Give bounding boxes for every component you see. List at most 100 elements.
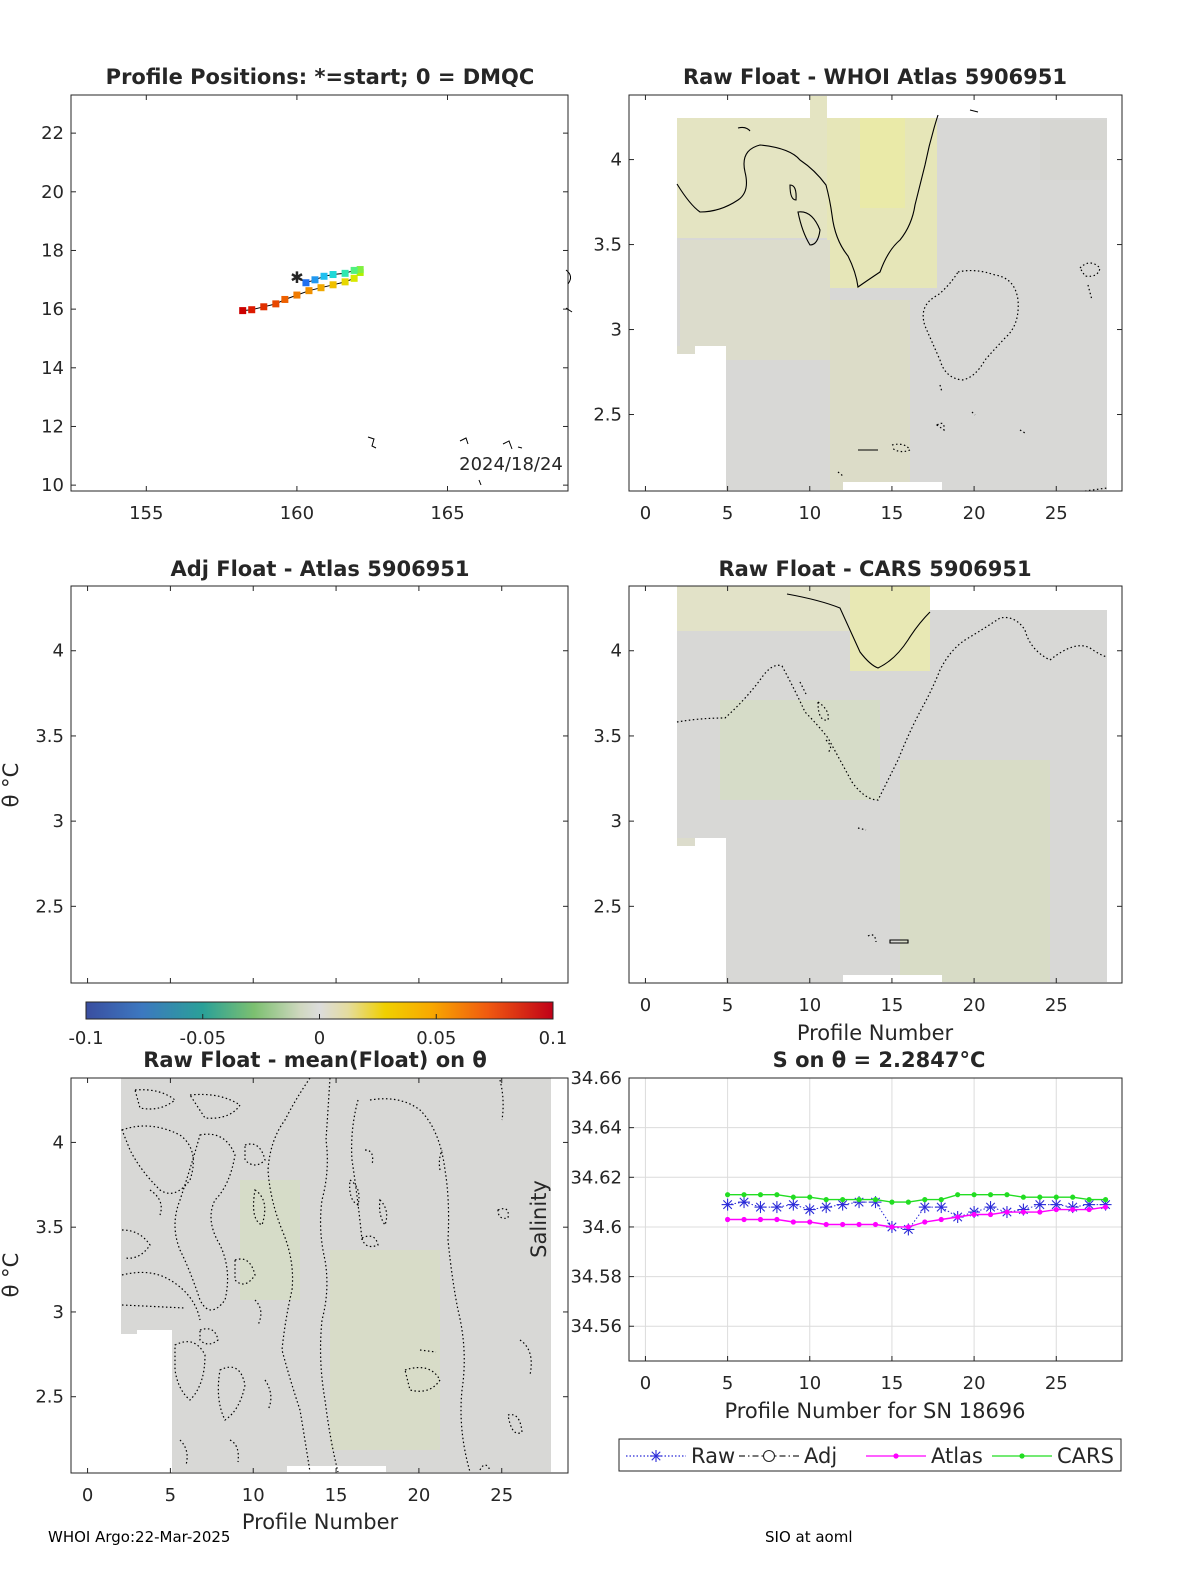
colorbar-tick-label: -0.05 xyxy=(179,1028,226,1049)
x-tick-label: 20 xyxy=(407,1485,430,1506)
y-tick-label: 2.5 xyxy=(593,896,622,917)
legend-label: Adj xyxy=(804,1444,837,1468)
x-tick-label: 20 xyxy=(963,503,986,524)
x-tick-label: 5 xyxy=(165,1485,176,1506)
point-cars xyxy=(790,1194,796,1200)
salinity-series xyxy=(721,1192,1112,1236)
raw-point-stroke xyxy=(1051,1199,1061,1210)
point-cars xyxy=(922,1197,928,1203)
point-atlas xyxy=(1004,1209,1010,1215)
track-point xyxy=(281,295,289,303)
map-date-label: 2024/18/24 xyxy=(459,454,563,475)
point-cars xyxy=(938,1197,944,1203)
point-atlas xyxy=(872,1221,879,1228)
salinity-legend: Raw Adj Atlas CARS xyxy=(618,1438,1122,1472)
point-atlas xyxy=(741,1216,747,1223)
raw-point xyxy=(770,1201,783,1214)
raw-point-stroke xyxy=(985,1202,996,1212)
mean-panel: Raw Float - mean(Float) on θ xyxy=(0,1048,569,1534)
x-tick-label: 15 xyxy=(880,503,903,524)
x-tick-label: 25 xyxy=(490,1485,513,1506)
point-cars xyxy=(1020,1194,1026,1200)
whoi-dotted-contours xyxy=(837,262,1108,492)
raw-point xyxy=(820,1201,833,1214)
map-ticks: 155 160 165 10 12 14 16 18 20 22 xyxy=(41,95,568,524)
point-cars xyxy=(774,1192,780,1198)
x-tick-label: 15 xyxy=(325,1485,348,1506)
track-point xyxy=(341,278,349,286)
point-atlas xyxy=(971,1211,977,1218)
raw-point-stroke xyxy=(838,1199,848,1210)
mean-xlabel: Profile Number xyxy=(242,1510,399,1534)
track-point xyxy=(356,266,364,274)
y-tick-label: 3 xyxy=(611,811,622,832)
raw-point-stroke xyxy=(805,1204,815,1215)
salinity-axes xyxy=(628,1077,1123,1362)
x-tick-label: 0 xyxy=(82,1485,93,1506)
legend-box xyxy=(618,1438,1122,1472)
cars-panel: Raw Float - CARS 5906951 0 5 10 15 20 25 2.5 3 3… xyxy=(593,557,1123,1045)
point-atlas xyxy=(955,1214,961,1220)
point-cars xyxy=(955,1192,961,1198)
cars-contours xyxy=(786,593,931,944)
raw-point xyxy=(1033,1198,1046,1211)
track-point xyxy=(317,284,325,292)
point-cars xyxy=(1053,1194,1059,1200)
point-cars xyxy=(905,1199,911,1205)
legend-item-raw: Raw xyxy=(626,1444,735,1468)
point-atlas xyxy=(889,1224,895,1230)
raw-point-stroke xyxy=(821,1202,831,1212)
legend-marker xyxy=(893,1453,899,1459)
point-atlas xyxy=(774,1216,780,1223)
colorbar-tick-label: 0.1 xyxy=(539,1028,568,1049)
y-tick-label: 34.62 xyxy=(570,1167,622,1188)
point-atlas xyxy=(823,1221,829,1228)
point-atlas xyxy=(807,1219,813,1225)
y-tick-label: 12 xyxy=(41,416,64,437)
y-tick-label: 34.66 xyxy=(570,1068,622,1089)
track-point xyxy=(272,300,280,308)
whoi-field xyxy=(629,96,1107,491)
point-atlas xyxy=(1070,1206,1076,1213)
raw-point-stroke xyxy=(920,1202,930,1212)
point-atlas xyxy=(1020,1209,1026,1215)
point-cars xyxy=(823,1197,829,1203)
raw-point-stroke xyxy=(739,1197,749,1207)
salinity-ylabel: Salinity xyxy=(527,1180,551,1258)
raw-point xyxy=(787,1198,800,1211)
adj-ticks: 2.5 3 3.5 4 xyxy=(35,586,568,983)
x-tick-label: 165 xyxy=(430,503,464,524)
y-tick-label: 14 xyxy=(41,358,64,379)
raw-point-stroke xyxy=(722,1199,733,1210)
x-tick-label: 10 xyxy=(798,503,821,524)
point-cars xyxy=(1070,1194,1076,1200)
raw-point-stroke xyxy=(936,1202,946,1212)
point-cars xyxy=(1037,1194,1043,1200)
point-atlas xyxy=(790,1219,796,1225)
x-tick-label: 160 xyxy=(280,503,314,524)
x-tick-label: 15 xyxy=(880,995,903,1016)
cars-ticks: 0 5 10 15 20 25 2.5 3 3.5 4 xyxy=(593,586,1122,1016)
legend-marker xyxy=(1019,1453,1025,1459)
x-tick-label: 0 xyxy=(640,995,651,1016)
cars-title: Raw Float - CARS 5906951 xyxy=(718,557,1031,581)
x-tick-label: 5 xyxy=(722,1373,733,1394)
track-point xyxy=(350,274,358,282)
adj-panel: Adj Float - Atlas 5906951 2.5 3 3.5 4 θ °C xyxy=(0,557,569,984)
point-atlas xyxy=(1086,1206,1092,1213)
legend-item-cars: CARS xyxy=(992,1444,1114,1468)
y-tick-label: 34.64 xyxy=(570,1118,622,1139)
salinity-title: S on θ = 2.2847°C xyxy=(773,1048,986,1072)
series-line-atlas xyxy=(727,1206,1106,1228)
point-cars xyxy=(1102,1197,1109,1203)
track-point xyxy=(260,303,268,311)
point-cars xyxy=(1086,1197,1092,1203)
track-point xyxy=(293,291,301,299)
cars-xlabel: Profile Number xyxy=(797,1021,954,1045)
salinity-ticks: 0 5 10 15 20 25 34.56 34.58 34.6 34.62 34.64 34.66 xyxy=(570,1068,1067,1394)
x-tick-label: 10 xyxy=(798,995,821,1016)
x-tick-label: 0 xyxy=(640,503,651,524)
legend-label: CARS xyxy=(1057,1444,1114,1468)
point-cars xyxy=(889,1199,895,1205)
y-tick-label: 2.5 xyxy=(593,405,622,426)
